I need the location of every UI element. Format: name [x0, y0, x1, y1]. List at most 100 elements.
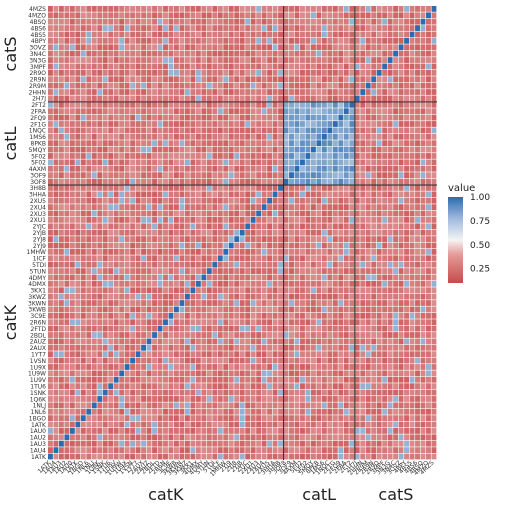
heatmap-cell [382, 76, 388, 83]
heatmap-cell [53, 236, 59, 242]
heatmap-cell [316, 108, 322, 115]
heatmap-cell [53, 82, 59, 89]
heatmap-cell [168, 95, 174, 102]
heatmap-cell [415, 44, 420, 51]
heatmap-cell [256, 364, 262, 370]
heatmap-cell [294, 255, 300, 262]
heatmap-cell [119, 95, 125, 102]
heatmap-cell [75, 69, 81, 76]
heatmap-cell [201, 133, 207, 140]
heatmap-cell [228, 159, 234, 166]
heatmap-cell [135, 402, 141, 409]
heatmap-cell [184, 57, 190, 63]
heatmap-cell [58, 223, 64, 230]
heatmap-cell [168, 383, 174, 390]
heatmap-cell [371, 76, 377, 83]
heatmap-cell [300, 376, 305, 383]
heatmap-cell [305, 344, 311, 351]
heatmap-cell [360, 306, 366, 313]
heatmap-cell [278, 319, 283, 326]
heatmap-cell [310, 25, 316, 31]
heatmap-cell [415, 280, 420, 287]
heatmap-cell [360, 312, 366, 319]
heatmap-cell [119, 210, 125, 217]
heatmap-cell [163, 274, 168, 281]
heatmap-cell [102, 18, 108, 25]
heatmap-cell [250, 165, 256, 172]
heatmap-cell [415, 191, 420, 198]
heatmap-cell [283, 223, 289, 230]
heatmap-cell [69, 255, 75, 262]
heatmap-cell [168, 114, 174, 121]
heatmap-cell [201, 37, 207, 44]
heatmap-cell [102, 300, 108, 306]
heatmap-cell [201, 76, 207, 83]
heatmap-cell [360, 18, 366, 25]
heatmap-cell [354, 364, 360, 370]
heatmap-cell [426, 101, 431, 108]
heatmap-cell [91, 69, 97, 76]
heatmap-cell [228, 133, 234, 140]
heatmap-cell [64, 223, 70, 230]
heatmap-cell [113, 210, 119, 217]
heatmap-cell [53, 63, 59, 70]
heatmap-cell [332, 236, 338, 242]
heatmap-cell [206, 12, 212, 19]
heatmap-cell [119, 165, 125, 172]
heatmap-cell [272, 204, 278, 211]
heatmap-cell [80, 306, 86, 313]
heatmap-cell [157, 236, 163, 242]
heatmap-cell [272, 440, 278, 447]
heatmap-cell [382, 248, 388, 255]
heatmap-cell [250, 140, 256, 147]
heatmap-cell [228, 338, 234, 345]
heatmap-cell [228, 229, 234, 236]
heatmap-cell [404, 44, 410, 51]
heatmap-cell [382, 50, 388, 57]
heatmap-cell [360, 146, 366, 153]
heatmap-cell [86, 383, 92, 390]
heatmap-cell [141, 63, 147, 70]
heatmap-cell [157, 300, 163, 306]
heatmap-cell [234, 108, 240, 115]
heatmap-cell [272, 178, 278, 185]
heatmap-cell [310, 236, 316, 242]
heatmap-cell [420, 185, 426, 191]
heatmap-cell [316, 389, 322, 396]
heatmap-cell [86, 50, 92, 57]
heatmap-cell [124, 280, 130, 287]
heatmap-cell [376, 82, 382, 89]
heatmap-cell [256, 274, 262, 281]
heatmap-cell [75, 408, 81, 415]
heatmap-cell [245, 434, 251, 441]
heatmap-cell [250, 376, 256, 383]
heatmap-cell [212, 31, 218, 38]
heatmap-cell [179, 306, 185, 313]
heatmap-cell [174, 415, 179, 422]
heatmap-cell [283, 351, 289, 358]
heatmap-cell [332, 332, 338, 338]
heatmap-cell [195, 287, 201, 294]
heatmap-cell [223, 383, 229, 390]
heatmap-cell [152, 248, 157, 255]
heatmap-cell [190, 63, 196, 70]
heatmap-cell [184, 274, 190, 281]
heatmap-cell [289, 31, 294, 38]
heatmap-cell [245, 6, 251, 12]
heatmap-cell [86, 31, 92, 38]
heatmap-cell [239, 44, 245, 51]
heatmap-cell [398, 25, 404, 31]
heatmap-cell [343, 197, 349, 204]
heatmap-cell [245, 229, 251, 236]
heatmap-cell [365, 376, 371, 383]
heatmap-cell [86, 44, 92, 51]
heatmap-cell [256, 440, 262, 447]
heatmap-cell [283, 191, 289, 198]
heatmap-cell [64, 402, 70, 409]
heatmap-cell [239, 389, 245, 396]
heatmap-cell [349, 268, 355, 274]
heatmap-cell [278, 172, 283, 179]
heatmap-cell [393, 325, 399, 332]
heatmap-cell [163, 89, 168, 95]
heatmap-cell [278, 255, 283, 262]
